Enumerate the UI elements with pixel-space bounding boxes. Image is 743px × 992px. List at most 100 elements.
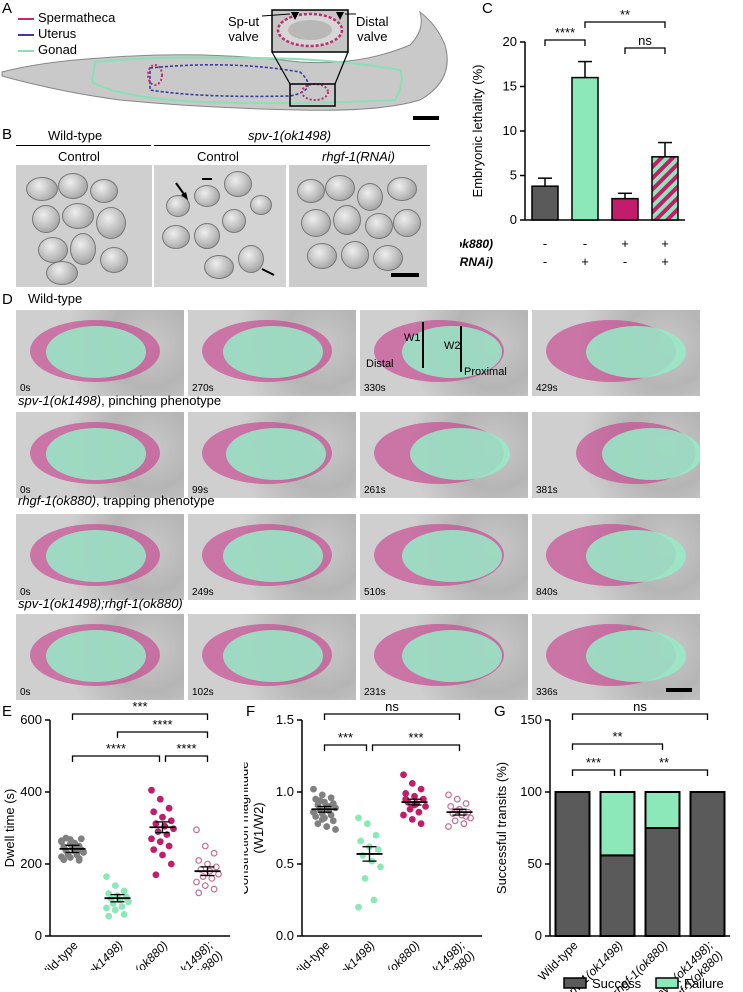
chart-f: 0.0 0.5 1.0 1.5 Constriction magnitude(W1/W2… <box>244 700 482 970</box>
data-point <box>195 856 203 864</box>
embryo-overlay <box>410 428 510 480</box>
embryo-overlay <box>222 326 323 378</box>
d-row-title-italic: rhgf-1(ok880) <box>18 493 97 508</box>
data-point <box>150 808 158 816</box>
stacked-bar <box>644 827 681 937</box>
sig-bracket <box>371 744 461 751</box>
panel-label-g: G <box>494 703 506 720</box>
condition-sign: + <box>661 236 669 251</box>
data-point <box>417 785 425 793</box>
condition-sign: - <box>543 254 547 269</box>
data-point <box>165 804 173 812</box>
sig-label: *** <box>586 755 601 770</box>
x-tick-label: Wild-type <box>535 938 580 983</box>
data-point <box>154 828 162 836</box>
embryo-overlay <box>222 530 323 582</box>
sig-bracket <box>71 713 209 720</box>
b-wildtype-title: Wild-type <box>48 128 103 143</box>
data-point <box>111 906 119 914</box>
d-timestamp: 0s <box>20 485 31 496</box>
d-row-title: rhgf-1(ok880), trapping phenotype <box>18 493 215 508</box>
data-point <box>415 808 423 816</box>
data-point <box>374 846 382 854</box>
data-point <box>148 786 155 794</box>
embryo-overlay <box>586 326 686 378</box>
data-point <box>361 874 369 882</box>
sig-label: *** <box>338 730 353 745</box>
embryo-overlay <box>46 428 146 480</box>
d-frame: 336s <box>532 614 700 700</box>
data-point <box>103 904 110 912</box>
stacked-bar <box>599 791 636 857</box>
d-frame: 231s <box>360 614 528 700</box>
data-point <box>400 811 407 819</box>
data-point <box>210 849 218 857</box>
data-point <box>402 790 410 797</box>
sig-label: **** <box>176 741 196 756</box>
sig-bracket <box>571 769 616 776</box>
sig-label: *** <box>408 730 423 745</box>
stacked-bar <box>554 791 591 937</box>
data-point <box>60 856 68 864</box>
legend-swatch <box>18 49 34 52</box>
condition-sign: - <box>543 236 547 251</box>
embryo-overlay <box>226 428 326 480</box>
data-point <box>310 785 317 793</box>
data-point <box>445 791 452 799</box>
y-tick-label: 0.5 <box>276 856 294 871</box>
data-point <box>327 794 335 802</box>
data-point <box>406 805 414 813</box>
embryo-overlay <box>46 630 146 682</box>
distal-valve-label: Distal valve <box>356 14 389 44</box>
d-timestamp: 0s <box>20 587 31 598</box>
d-timestamp: 249s <box>192 587 214 598</box>
legend-label: Success <box>592 976 642 991</box>
condition-sign: + <box>661 254 669 269</box>
data-point <box>120 910 128 918</box>
d-timestamp: 429s <box>536 383 558 394</box>
y-tick-label: 1.0 <box>276 784 294 799</box>
embryo-overlay <box>222 630 323 682</box>
d-frame: 0s <box>16 310 184 396</box>
d-row-title: Wild-type <box>28 291 83 306</box>
condition-label: rhgf-1(ok880) <box>460 237 493 251</box>
data-point <box>316 797 324 805</box>
condition-sign: - <box>623 254 627 269</box>
sig-bracket <box>584 21 666 28</box>
y-tick-label: 50 <box>528 856 542 871</box>
d-frame: 381s <box>532 412 700 498</box>
data-point <box>372 831 380 839</box>
data-point <box>318 815 326 823</box>
legend-item-gonad: Gonad <box>18 42 115 58</box>
d-timestamp: 99s <box>192 485 209 496</box>
y-tick-label: 10 <box>503 123 517 138</box>
sp-ut-valve-label: Sp-ut valve <box>228 14 260 44</box>
data-point <box>152 871 160 879</box>
data-point <box>462 800 470 807</box>
scale-bar <box>666 688 692 692</box>
data-point <box>467 814 474 822</box>
sig-bracket <box>323 744 368 751</box>
d-frame: 102s <box>188 614 356 700</box>
sig-label: **** <box>152 717 172 732</box>
panel-label-d: D <box>2 291 13 308</box>
panel-label-a: A <box>2 0 13 17</box>
sig-bracket <box>71 755 161 762</box>
x-tick-label: Wild-type <box>287 938 332 970</box>
sig-label: ** <box>659 755 669 770</box>
data-point <box>460 820 468 828</box>
data-point <box>167 860 175 868</box>
data-point <box>445 823 452 830</box>
data-point <box>165 842 173 850</box>
data-point <box>120 887 128 895</box>
data-point <box>66 836 74 843</box>
data-point <box>323 823 331 830</box>
legend-item-spermatheca: Spermatheca <box>18 10 115 26</box>
b-divider-2 <box>154 145 430 146</box>
data-point <box>77 835 85 843</box>
data-point <box>156 795 164 803</box>
panel-label-b: B <box>2 126 13 143</box>
data-point <box>58 838 65 846</box>
d-timestamp: 0s <box>20 383 31 394</box>
embryo-overlay <box>402 630 502 682</box>
